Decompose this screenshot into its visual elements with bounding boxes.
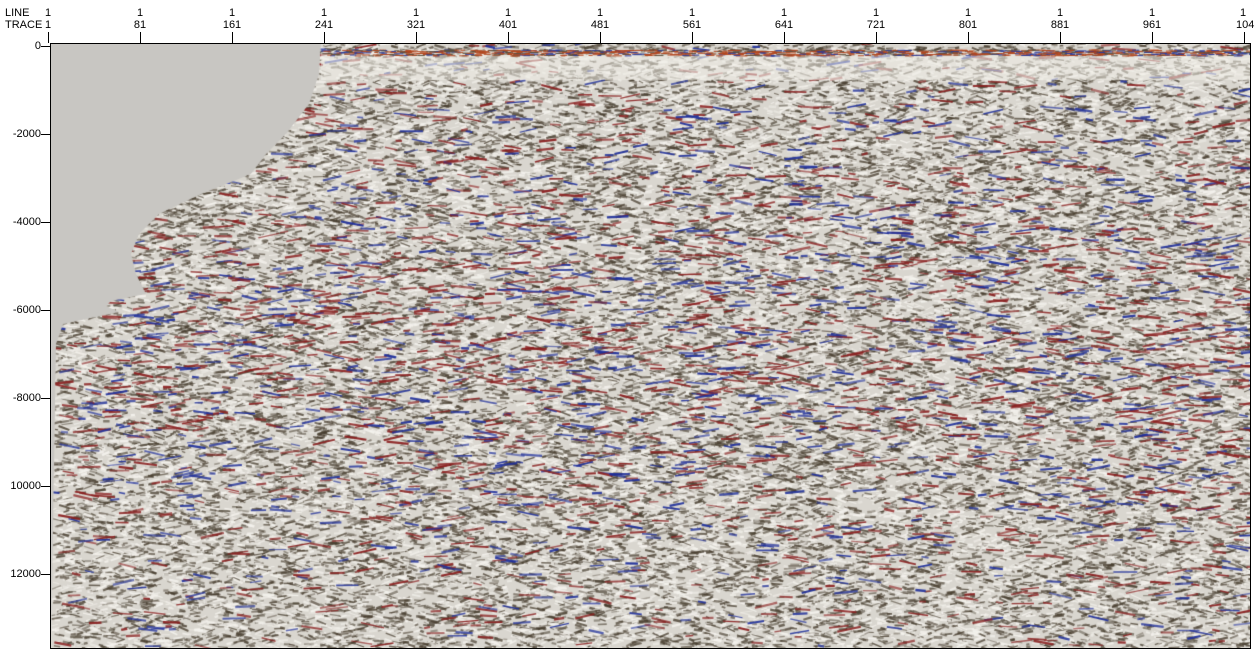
left-tick-mark bbox=[41, 134, 50, 135]
top-tick-mark bbox=[140, 32, 141, 43]
line-tick-label: 1 bbox=[688, 7, 696, 19]
top-tick-mark bbox=[324, 32, 325, 43]
top-tick-mark bbox=[48, 32, 49, 43]
top-tick-mark bbox=[1244, 32, 1245, 43]
trace-tick-label: 641 bbox=[774, 19, 794, 31]
time-tick-label: -2000 bbox=[12, 128, 41, 140]
line-tick-label: 1 bbox=[320, 7, 328, 19]
trace-tick-label: 881 bbox=[1050, 19, 1070, 31]
line-tick-label: 1 bbox=[780, 7, 788, 19]
top-tick-mark bbox=[784, 32, 785, 43]
trace-tick-label: 321 bbox=[406, 19, 426, 31]
time-tick-label: 12000 bbox=[10, 568, 41, 580]
top-tick-mark bbox=[968, 32, 969, 43]
trace-tick-label: 161 bbox=[222, 19, 242, 31]
left-tick-mark bbox=[41, 310, 50, 311]
left-tick-mark bbox=[41, 46, 50, 47]
time-tick-label: -8000 bbox=[12, 392, 41, 404]
trace-tick-label: 561 bbox=[682, 19, 702, 31]
seismic-traces-canvas[interactable] bbox=[51, 44, 1250, 648]
line-tick-label: 1 bbox=[596, 7, 604, 19]
line-tick-label: 1 bbox=[1056, 7, 1064, 19]
top-trace-axis: 1 1 1 81 1 161 1 241 1 321 1 401 1 481 1 561 1 641 1 721 1 80… bbox=[0, 0, 1255, 44]
trace-tick-label: 401 bbox=[498, 19, 518, 31]
line-header-label: LINE bbox=[5, 7, 30, 19]
trace-tick-label: 481 bbox=[590, 19, 610, 31]
line-tick-label: 1 bbox=[412, 7, 420, 19]
top-tick-mark bbox=[416, 32, 417, 43]
trace-tick-label: 961 bbox=[1142, 19, 1162, 31]
trace-tick-label: 801 bbox=[958, 19, 978, 31]
time-tick-label: -4000 bbox=[12, 216, 41, 228]
line-tick-label: 1 bbox=[44, 7, 52, 19]
time-tick-label: 10000 bbox=[10, 480, 41, 492]
line-tick-label: 1 bbox=[228, 7, 236, 19]
left-tick-mark bbox=[41, 222, 50, 223]
left-tick-mark bbox=[41, 486, 50, 487]
top-tick-mark bbox=[692, 32, 693, 43]
line-tick-label: 1 bbox=[1148, 7, 1156, 19]
seismic-section-plot[interactable] bbox=[50, 43, 1251, 649]
line-tick-label: 1 bbox=[504, 7, 512, 19]
trace-tick-label: 104 bbox=[1236, 19, 1255, 31]
trace-header-label: TRACE bbox=[5, 19, 43, 31]
top-tick-mark bbox=[600, 32, 601, 43]
line-tick-label: 1 bbox=[872, 7, 880, 19]
top-tick-mark bbox=[232, 32, 233, 43]
trace-tick-label: 241 bbox=[314, 19, 334, 31]
top-tick-mark bbox=[508, 32, 509, 43]
time-tick-label: -6000 bbox=[12, 304, 41, 316]
trace-tick-label: 721 bbox=[866, 19, 886, 31]
line-tick-label: 1 bbox=[1240, 7, 1247, 19]
time-tick-label: 0 bbox=[34, 40, 41, 52]
left-time-axis: 0 -2000 -4000 -6000 -8000 10000 12000 bbox=[0, 0, 50, 652]
top-tick-mark bbox=[1152, 32, 1153, 43]
trace-tick-label: 81 bbox=[133, 19, 147, 31]
line-tick-label: 1 bbox=[136, 7, 144, 19]
left-tick-mark bbox=[41, 574, 50, 575]
axis-header-labels: LINE TRACE bbox=[0, 0, 60, 40]
left-tick-mark bbox=[41, 398, 50, 399]
line-tick-label: 1 bbox=[964, 7, 972, 19]
top-tick-mark bbox=[876, 32, 877, 43]
top-tick-mark bbox=[1060, 32, 1061, 43]
trace-tick-label: 1 bbox=[44, 19, 52, 31]
